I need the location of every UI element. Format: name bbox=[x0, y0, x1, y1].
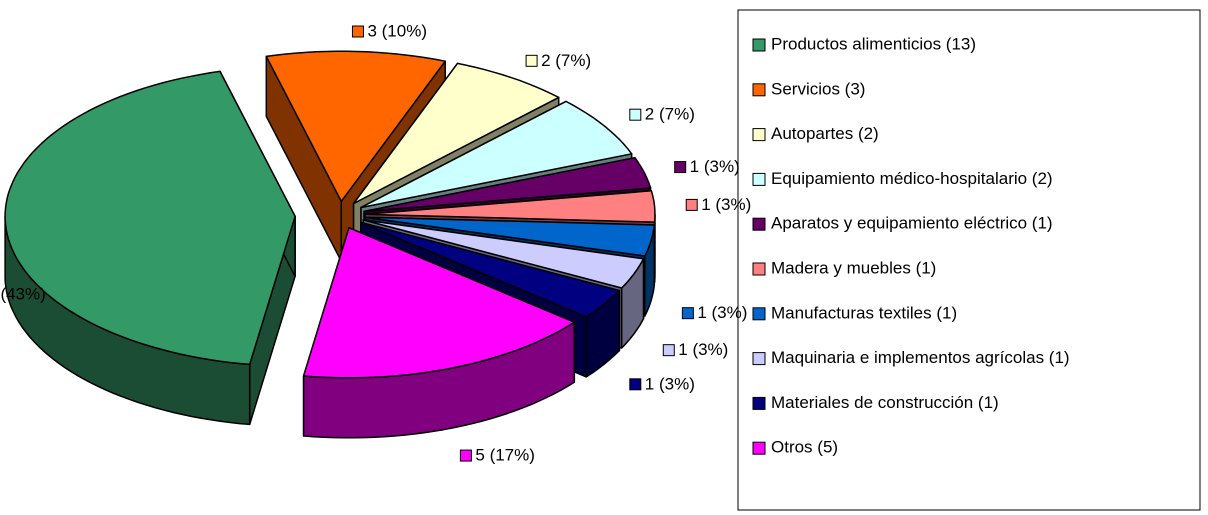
label-swatch bbox=[685, 198, 698, 211]
data-label: 3 (10%) bbox=[367, 21, 427, 40]
data-label: 5 (17%) bbox=[475, 446, 535, 465]
slice bbox=[352, 62, 560, 205]
data-label: 13 (43%) bbox=[0, 285, 46, 304]
legend-label: Otros (5) bbox=[771, 438, 838, 457]
legend-swatch bbox=[752, 83, 766, 97]
data-label: 1 (3%) bbox=[697, 303, 747, 322]
slice bbox=[364, 190, 656, 223]
legend-swatch bbox=[752, 441, 766, 455]
slice bbox=[360, 221, 621, 318]
legend-label: Equipamiento médico-hospitalario (2) bbox=[771, 169, 1053, 188]
data-label: 1 (3%) bbox=[678, 340, 728, 359]
data-label: 1 (3%) bbox=[690, 157, 740, 176]
slice bbox=[302, 227, 576, 379]
legend-swatch bbox=[752, 262, 766, 276]
slice bbox=[363, 216, 656, 257]
data-label: 1 (3%) bbox=[701, 195, 751, 214]
slice bbox=[265, 50, 446, 203]
label-swatch bbox=[525, 54, 538, 67]
legend-label: Maquinaria e implementos agrícolas (1) bbox=[771, 348, 1070, 367]
slice bbox=[363, 156, 652, 213]
legend-label: Autopartes (2) bbox=[771, 124, 879, 143]
label-swatch bbox=[629, 378, 642, 391]
data-label: 2 (7%) bbox=[645, 105, 695, 124]
label-swatch bbox=[662, 344, 675, 357]
legend-swatch bbox=[752, 128, 766, 142]
data-label: 2 (7%) bbox=[541, 51, 591, 70]
legend-swatch bbox=[752, 396, 766, 410]
legend-box bbox=[737, 9, 1201, 511]
label-swatch bbox=[459, 449, 472, 462]
legend-label: Materiales de construcción (1) bbox=[771, 393, 999, 412]
label-swatch bbox=[681, 307, 694, 320]
legend-label: Productos alimenticios (13) bbox=[771, 34, 976, 53]
legend-label: Servicios (3) bbox=[771, 79, 865, 98]
legend-swatch bbox=[752, 217, 766, 231]
legend-label: Madera y muebles (1) bbox=[771, 258, 936, 277]
legend-label: Aparatos y equipamiento eléctrico (1) bbox=[771, 214, 1053, 233]
legend-swatch bbox=[752, 352, 766, 366]
legend-label: Manufacturas textiles (1) bbox=[771, 303, 957, 322]
legend-swatch bbox=[752, 38, 766, 52]
data-label: 1 (3%) bbox=[645, 374, 695, 393]
legend-swatch bbox=[752, 172, 766, 186]
slice bbox=[360, 100, 633, 209]
legend-swatch bbox=[752, 307, 766, 321]
label-swatch bbox=[629, 108, 642, 121]
slice bbox=[4, 70, 296, 366]
slice bbox=[362, 219, 645, 289]
label-swatch bbox=[351, 25, 364, 38]
label-swatch bbox=[674, 161, 687, 174]
